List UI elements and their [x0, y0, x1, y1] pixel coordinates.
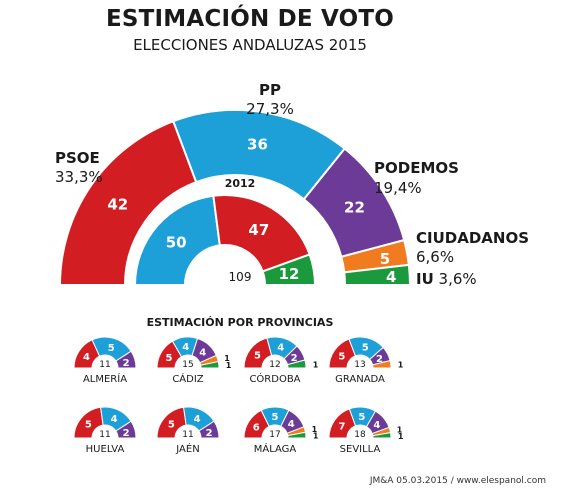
- credit-line: JM&A 05.03.2015 / www.elespanol.com: [369, 476, 546, 486]
- province-seat-label-psoe: 6: [253, 422, 260, 433]
- party-name-podemos: PODEMOS: [374, 159, 459, 177]
- province-seat-label-podemos: 4: [288, 419, 295, 430]
- province-seat-label-podemos: 2: [206, 428, 213, 439]
- provinces-title: ESTIMACIÓN POR PROVINCIAS: [147, 316, 334, 329]
- province-total: 18: [354, 430, 366, 440]
- province-slice-ciudadanos: [372, 359, 392, 369]
- province-seat-label-psoe: 5: [254, 351, 261, 362]
- main-label-iu: 4: [386, 268, 396, 286]
- province-name: GRANADA: [335, 374, 385, 385]
- province-seat-label-pp: 5: [362, 343, 369, 354]
- province-name: SEVILLA: [340, 444, 381, 455]
- chart-subtitle: ELECCIONES ANDALUZAS 2015: [133, 36, 367, 54]
- province-seat-label-iu: 1: [313, 360, 319, 369]
- province-seat-label-ciudadanos: 1: [397, 426, 403, 435]
- province-seat-label-psoe: 5: [168, 420, 175, 431]
- province-seat-label-psoe: 4: [83, 352, 90, 363]
- province-total: 17: [269, 430, 280, 440]
- province-seat-label-psoe: 5: [85, 420, 92, 431]
- party-pct-psoe: 33,3%: [55, 168, 103, 186]
- province-seat-label-pp: 4: [277, 343, 284, 354]
- inner2012-label-psoe: 47: [248, 221, 269, 239]
- main-label-pp: 36: [247, 136, 268, 154]
- province-seat-label-podemos: 2: [123, 358, 130, 369]
- inner2012-label-pp: 50: [166, 234, 187, 252]
- main-label-podemos: 22: [344, 199, 365, 217]
- province-seat-label-podemos: 2: [123, 428, 130, 439]
- province-name: CÁDIZ: [172, 372, 203, 385]
- province-seat-label-pp: 5: [358, 412, 365, 423]
- province-seat-label-pp: 5: [272, 412, 279, 423]
- province-seat-label-podemos: 4: [373, 420, 380, 431]
- party-pct-ciudadanos: 6,6%: [416, 248, 454, 266]
- province-seat-label-podemos: 2: [376, 354, 383, 365]
- province-jaén: 5 42 11 JAÉN: [156, 406, 220, 455]
- province-sevilla: 7 54 11 18 SEVILLA: [328, 406, 404, 455]
- party-name-ciudadanos: CIUDADANOS: [416, 229, 529, 247]
- province-seat-label-psoe: 5: [165, 353, 172, 364]
- inner2012-slice-iu: [261, 253, 317, 286]
- main-slice-iu: [343, 263, 412, 286]
- parliament-chart: 423622545047122012109PSOE33,3%PP27,3%POD…: [55, 81, 529, 455]
- party-name-iu: IU: [416, 270, 434, 288]
- province-total: 13: [354, 360, 365, 370]
- party-pct-podemos: 19,4%: [374, 179, 422, 197]
- party-pct-pp: 27,3%: [246, 100, 294, 118]
- province-name: HUELVA: [86, 444, 125, 455]
- party-label-iu: IU 3,6%: [416, 270, 477, 288]
- province-córdoba: 5 42 1 12 CÓRDOBA: [243, 336, 319, 385]
- province-seat-label-ciudadanos: 1: [312, 425, 318, 434]
- province-seat-label-iu: 1: [313, 432, 319, 441]
- party-pct-iu: 3,6%: [434, 270, 477, 288]
- province-seat-label-podemos: 4: [199, 348, 206, 359]
- main-label-ciudadanos: 5: [380, 250, 390, 268]
- province-total: 11: [99, 360, 110, 370]
- province-seat-label-pp: 4: [111, 414, 118, 425]
- province-seat-label-psoe: 7: [338, 421, 345, 432]
- province-seat-label-pp: 5: [108, 343, 115, 354]
- province-slice-podemos: [198, 420, 220, 439]
- province-seat-label-psoe: 5: [338, 352, 345, 363]
- province-slice-iu: [200, 360, 220, 369]
- inner2012-year-label: 2012: [225, 177, 256, 190]
- inner2012-total: 109: [229, 270, 252, 284]
- inner2012-slice-pp: [133, 194, 221, 286]
- province-name: MÁLAGA: [254, 442, 297, 455]
- province-málaga: 6 54 11 17 MÁLAGA: [243, 406, 319, 455]
- party-name-pp: PP: [259, 81, 281, 99]
- province-seat-label-ciudadanos: 1: [398, 361, 404, 370]
- province-total: 12: [269, 360, 280, 370]
- province-name: JAÉN: [175, 442, 199, 455]
- inner2012-label-iu: 12: [279, 265, 300, 283]
- inner2012-slice-psoe: [212, 194, 311, 273]
- province-slice-iu: [286, 359, 307, 369]
- province-name: ALMERÍA: [83, 372, 127, 385]
- province-name: CÓRDOBA: [249, 372, 300, 385]
- province-seat-label-ciudadanos: 1: [224, 354, 230, 363]
- province-seat-label-iu: 1: [398, 432, 404, 441]
- party-name-psoe: PSOE: [55, 149, 100, 167]
- province-slice-podemos: [115, 350, 137, 369]
- province-slice-iu: [372, 432, 392, 439]
- main-label-psoe: 42: [107, 195, 128, 213]
- province-seat-label-podemos: 2: [291, 353, 298, 364]
- province-total: 11: [99, 430, 110, 440]
- province-total: 15: [182, 360, 193, 370]
- province-seat-label-pp: 4: [182, 342, 189, 353]
- province-huelva: 5 42 11 HUELVA: [73, 406, 137, 455]
- province-seat-label-iu: 1: [226, 361, 232, 370]
- province-total: 11: [182, 430, 193, 440]
- province-slice-podemos: [115, 420, 137, 439]
- province-slice-iu: [287, 431, 307, 439]
- province-seat-label-pp: 4: [194, 414, 201, 425]
- chart-title: ESTIMACIÓN DE VOTO: [105, 6, 395, 32]
- province-almería: 4 52 11 ALMERÍA: [73, 336, 137, 385]
